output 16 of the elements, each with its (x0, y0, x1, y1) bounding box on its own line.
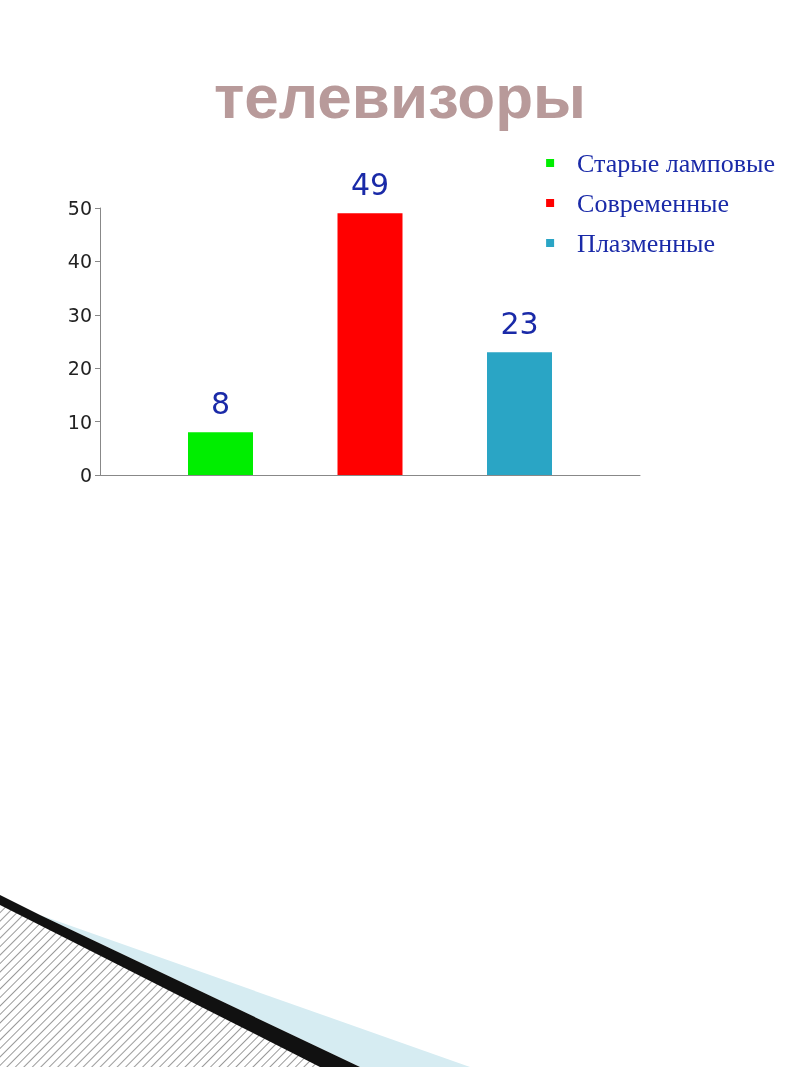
y-tick-label: 10 (67, 410, 92, 433)
y-tick-label: 20 (67, 357, 92, 380)
y-tick-label: 50 (67, 197, 92, 219)
data-label: 49 (350, 166, 390, 202)
data-label: 8 (210, 385, 231, 421)
chart-title: телевизоры (213, 61, 587, 131)
data-label: 23 (500, 305, 539, 341)
bar (337, 213, 403, 475)
legend-label: Старые ламповые (577, 148, 776, 178)
y-tick-label: 40 (67, 250, 92, 273)
y-tick-label: 30 (67, 303, 92, 326)
legend-label: Плазменные (577, 228, 716, 258)
bar (487, 352, 552, 475)
legend-label: Современные (577, 188, 730, 218)
y-tick-label: 0 (79, 464, 92, 486)
bar (188, 432, 253, 475)
